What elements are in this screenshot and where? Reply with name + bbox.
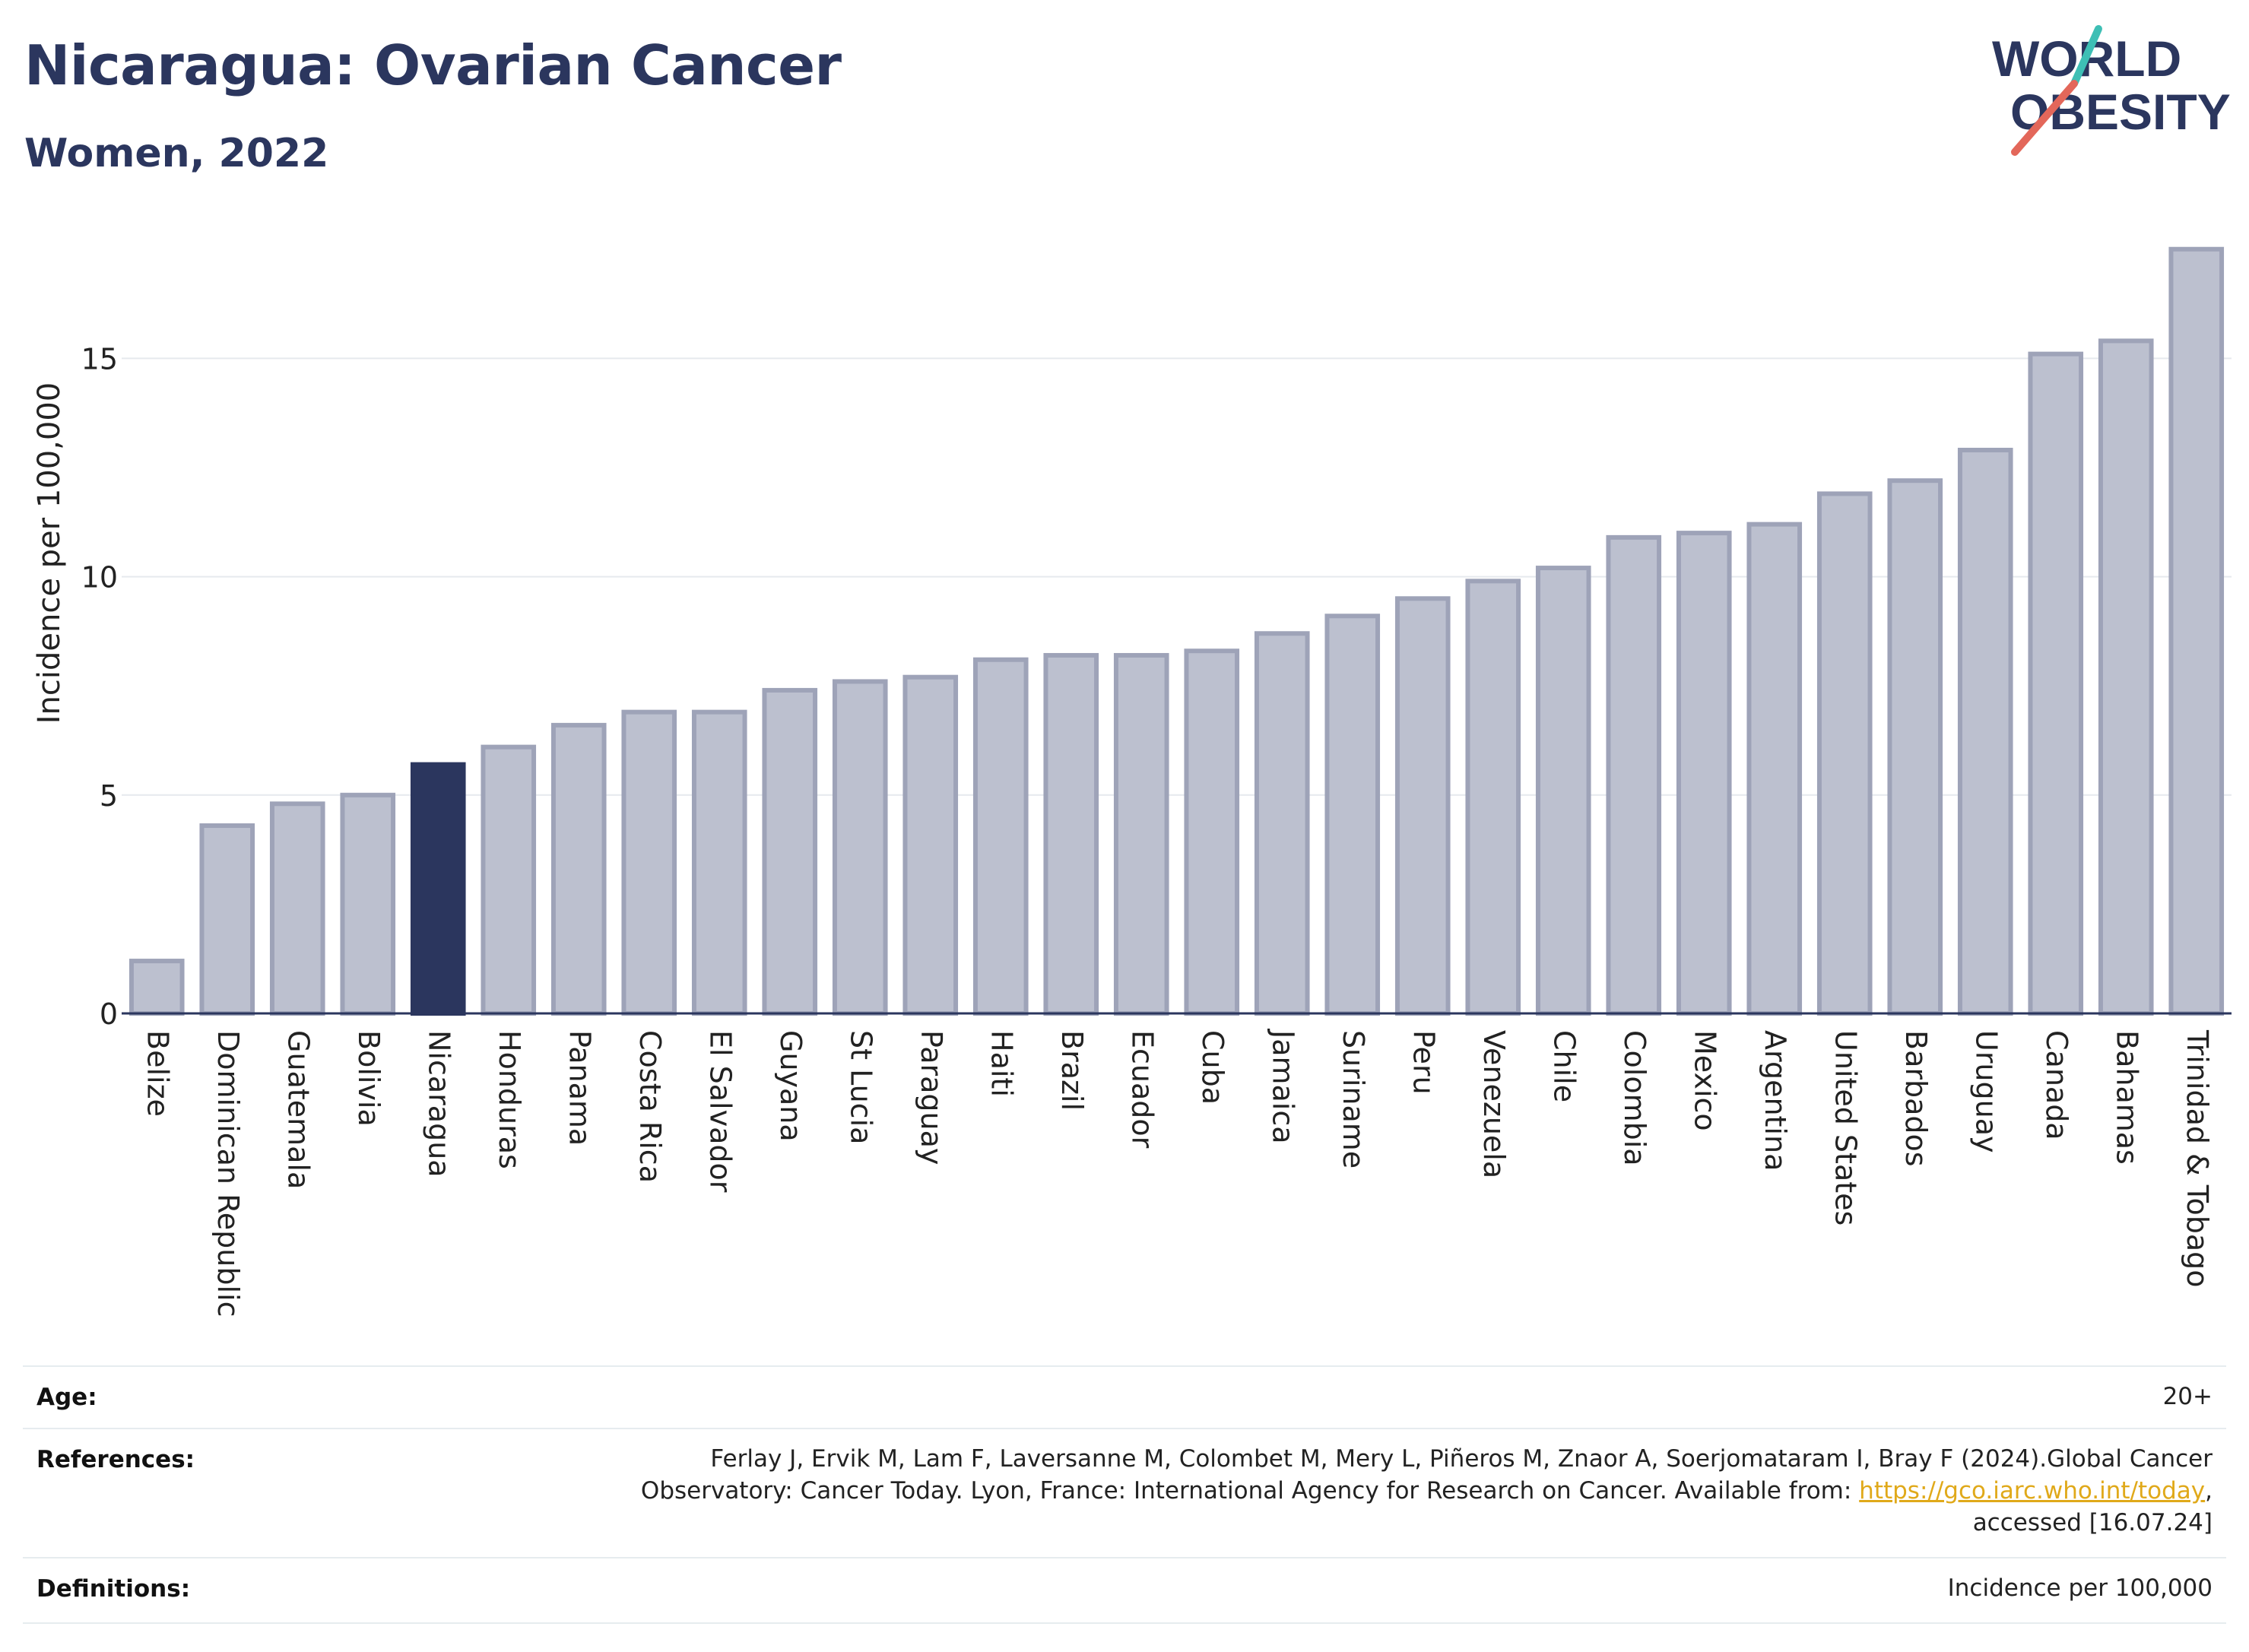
age-value: 20+ [2162, 1383, 2213, 1410]
x-tick-labels: Belize Dominican Republic Guatemala Bolivia… [141, 1029, 2214, 1317]
references-line-1: Ferlay J, Ervik M, Lam F, Laversanne M, … [710, 1445, 2213, 1473]
x-tick-label: Paraguay [915, 1030, 948, 1165]
bar-chart: 0 5 10 15 Belize Dominican Republic Guatemala… [32, 246, 2232, 1317]
x-tick-label: Costa Rica [633, 1030, 667, 1183]
bar-paraguay [902, 674, 959, 1016]
bar-chile [1535, 566, 1591, 1016]
meta-row-definitions: Definitions: Incidence per 100,000 [23, 1557, 2226, 1624]
bar-ecuador [1113, 652, 1169, 1016]
bar-cuba [1184, 648, 1240, 1016]
x-tick-label: Trinidad & Tobago [2181, 1029, 2214, 1288]
bar-colombia [1606, 534, 1662, 1016]
x-tick-label: Bolivia [352, 1030, 385, 1127]
x-tick-label: Haiti [985, 1030, 1018, 1097]
x-tick-label: Colombia [1618, 1030, 1651, 1166]
chart-title: Nicaragua: Ovarian Cancer [24, 33, 842, 97]
bar-bahamas [2098, 338, 2154, 1016]
y-tick-label: 10 [81, 561, 118, 595]
metadata-table: Age: 20+ References: Ferlay J, Ervik M, … [23, 1365, 2226, 1624]
x-tick-label: Bahamas [2110, 1030, 2143, 1165]
bar-canada [2028, 351, 2084, 1016]
bar-peru [1394, 596, 1451, 1016]
x-tick-label: Nicaragua [422, 1030, 455, 1178]
x-tick-label: Canada [2040, 1030, 2073, 1140]
x-tick-label: Belize [141, 1030, 174, 1117]
bar-barbados [1887, 478, 1943, 1016]
bar-nicaragua [410, 762, 466, 1016]
x-tick-label: St Lucia [844, 1030, 877, 1144]
x-tick-label: Honduras [493, 1030, 526, 1169]
logo-slash-teal [2070, 25, 2102, 87]
world-obesity-logo: WORLD OBESITY [1992, 25, 2231, 156]
bar-argentina [1746, 522, 1803, 1016]
bar-panama [550, 722, 607, 1016]
y-tick-labels: 0 5 10 15 [81, 342, 118, 1031]
x-tick-label: United States [1829, 1030, 1862, 1226]
y-tick-label: 5 [100, 779, 118, 813]
references-value: Ferlay J, Ervik M, Lam F, Laversanne M, … [388, 1443, 2213, 1539]
x-tick-label: Brazil [1055, 1030, 1089, 1111]
bars [128, 246, 2225, 1016]
x-tick-label: Peru [1407, 1030, 1440, 1095]
bar-costa-rica [621, 709, 677, 1016]
bar-honduras [481, 744, 537, 1016]
bar-el-salvador [691, 709, 747, 1016]
bar-trinidad-tobago [2168, 246, 2225, 1016]
x-tick-label: Ecuador [1125, 1030, 1159, 1149]
meta-row-references: References: Ferlay J, Ervik M, Lam F, La… [23, 1428, 2226, 1558]
definitions-value: Incidence per 100,000 [1947, 1574, 2213, 1602]
bar-guatemala [269, 801, 325, 1016]
x-tick-label: Chile [1547, 1030, 1581, 1102]
logo-slash-coral [2011, 80, 2078, 156]
x-tick-label: Venezuela [1477, 1030, 1511, 1178]
x-tick-label: Suriname [1337, 1030, 1370, 1168]
references-link[interactable]: https://gco.iarc.who.int/today [1859, 1477, 2206, 1505]
references-line-2-text: Observatory: Cancer Today. Lyon, France:… [640, 1477, 1860, 1505]
bar-guyana [762, 687, 818, 1016]
references-line-2-end: , [2205, 1477, 2213, 1505]
x-tick-label: Barbados [1899, 1030, 1933, 1167]
bar-united-states [1816, 491, 1873, 1016]
bar-uruguay [1957, 447, 2013, 1016]
age-label: Age: [36, 1384, 97, 1411]
bar-suriname [1324, 614, 1381, 1016]
x-tick-label: Jamaica [1266, 1029, 1299, 1144]
x-tick-label: Argentina [1759, 1030, 1792, 1171]
y-tick-label: 0 [100, 997, 118, 1031]
x-tick-label: Dominican Republic [211, 1030, 245, 1317]
bar-belize [128, 959, 185, 1016]
chart-subtitle: Women, 2022 [24, 131, 329, 176]
x-tick-label: Guyana [774, 1030, 807, 1142]
x-tick-label: Mexico [1688, 1030, 1721, 1131]
references-line-2: Observatory: Cancer Today. Lyon, France:… [388, 1475, 2213, 1507]
bar-jamaica [1254, 631, 1310, 1016]
grid-lines [122, 357, 2232, 796]
x-tick-label: El Salvador [703, 1030, 737, 1193]
bar-st-lucia [832, 679, 888, 1016]
bar-dominican-republic [199, 823, 255, 1016]
meta-row-age: Age: 20+ [23, 1365, 2226, 1429]
bar-venezuela [1465, 579, 1521, 1016]
references-line-3: accessed [16.07.24] [1972, 1509, 2213, 1536]
y-tick-label: 15 [81, 342, 118, 376]
bar-mexico [1676, 531, 1732, 1016]
bar-bolivia [340, 792, 396, 1016]
definitions-label: Definitions: [36, 1575, 191, 1603]
x-tick-label: Guatemala [281, 1030, 315, 1189]
x-tick-label: Panama [563, 1030, 596, 1146]
bar-haiti [972, 657, 1029, 1016]
bar-brazil [1043, 652, 1099, 1016]
y-axis-label: Incidence per 100,000 [32, 382, 67, 725]
x-tick-label: Cuba [1196, 1030, 1229, 1105]
x-tick-label: Uruguay [1969, 1030, 2003, 1153]
references-label: References: [36, 1446, 195, 1473]
